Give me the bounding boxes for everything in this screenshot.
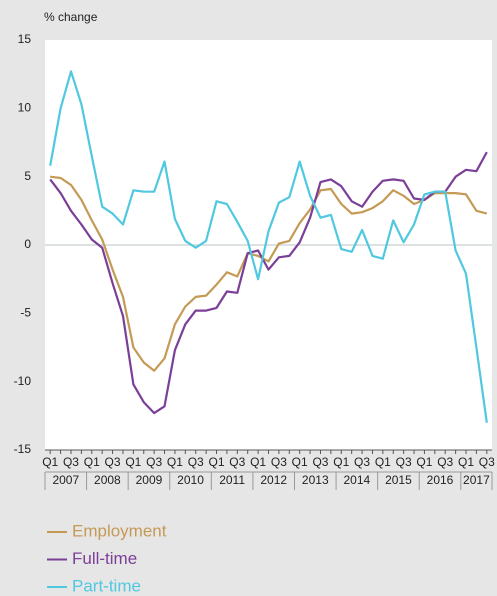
y-axis-label: % change	[44, 10, 98, 24]
x-tick-label: Q3	[479, 455, 495, 469]
year-label: 2008	[94, 473, 121, 487]
x-tick-label: Q3	[63, 455, 79, 469]
x-tick-label: Q1	[333, 455, 349, 469]
x-tick-label: Q1	[125, 455, 141, 469]
x-tick-label: Q1	[209, 455, 225, 469]
x-tick-label: Q1	[416, 455, 432, 469]
x-tick-label: Q1	[167, 455, 183, 469]
x-tick-label: Q3	[229, 455, 245, 469]
year-label: 2007	[52, 473, 79, 487]
y-tick-label: 15	[18, 32, 32, 46]
series-line	[49, 70, 488, 423]
x-tick-label: Q1	[250, 455, 266, 469]
year-label: 2012	[260, 473, 287, 487]
y-tick-label: -10	[14, 374, 32, 388]
year-label: 2014	[344, 473, 371, 487]
year-label: 2015	[385, 473, 412, 487]
x-tick-label: Q3	[354, 455, 370, 469]
year-label: 2017	[463, 473, 490, 487]
x-tick-label: Q3	[105, 455, 121, 469]
year-label: 2016	[427, 473, 454, 487]
x-tick-label: Q1	[458, 455, 474, 469]
x-tick-label: Q1	[375, 455, 391, 469]
x-tick-label: Q3	[271, 455, 287, 469]
y-tick-label: -15	[14, 442, 32, 456]
x-tick-label: Q3	[312, 455, 328, 469]
x-tick-label: Q3	[396, 455, 412, 469]
y-tick-label: 0	[24, 237, 31, 251]
y-tick-label: 5	[24, 169, 31, 183]
series-line	[50, 175, 488, 372]
y-tick-label: -5	[20, 306, 31, 320]
y-tick-label: 10	[18, 101, 32, 115]
x-tick-label: Q1	[292, 455, 308, 469]
year-label: 2010	[177, 473, 204, 487]
legend-label: Employment	[72, 521, 167, 540]
x-tick-label: Q3	[437, 455, 453, 469]
x-tick-label: Q3	[188, 455, 204, 469]
legend-label: Full-time	[72, 549, 137, 568]
x-tick-label: Q1	[42, 455, 58, 469]
x-tick-label: Q1	[84, 455, 100, 469]
legend-label: Part-time	[72, 576, 141, 595]
year-label: 2011	[219, 473, 245, 487]
year-label: 2009	[136, 473, 163, 487]
x-tick-label: Q3	[146, 455, 162, 469]
year-label: 2013	[302, 473, 329, 487]
series-line	[49, 151, 488, 415]
